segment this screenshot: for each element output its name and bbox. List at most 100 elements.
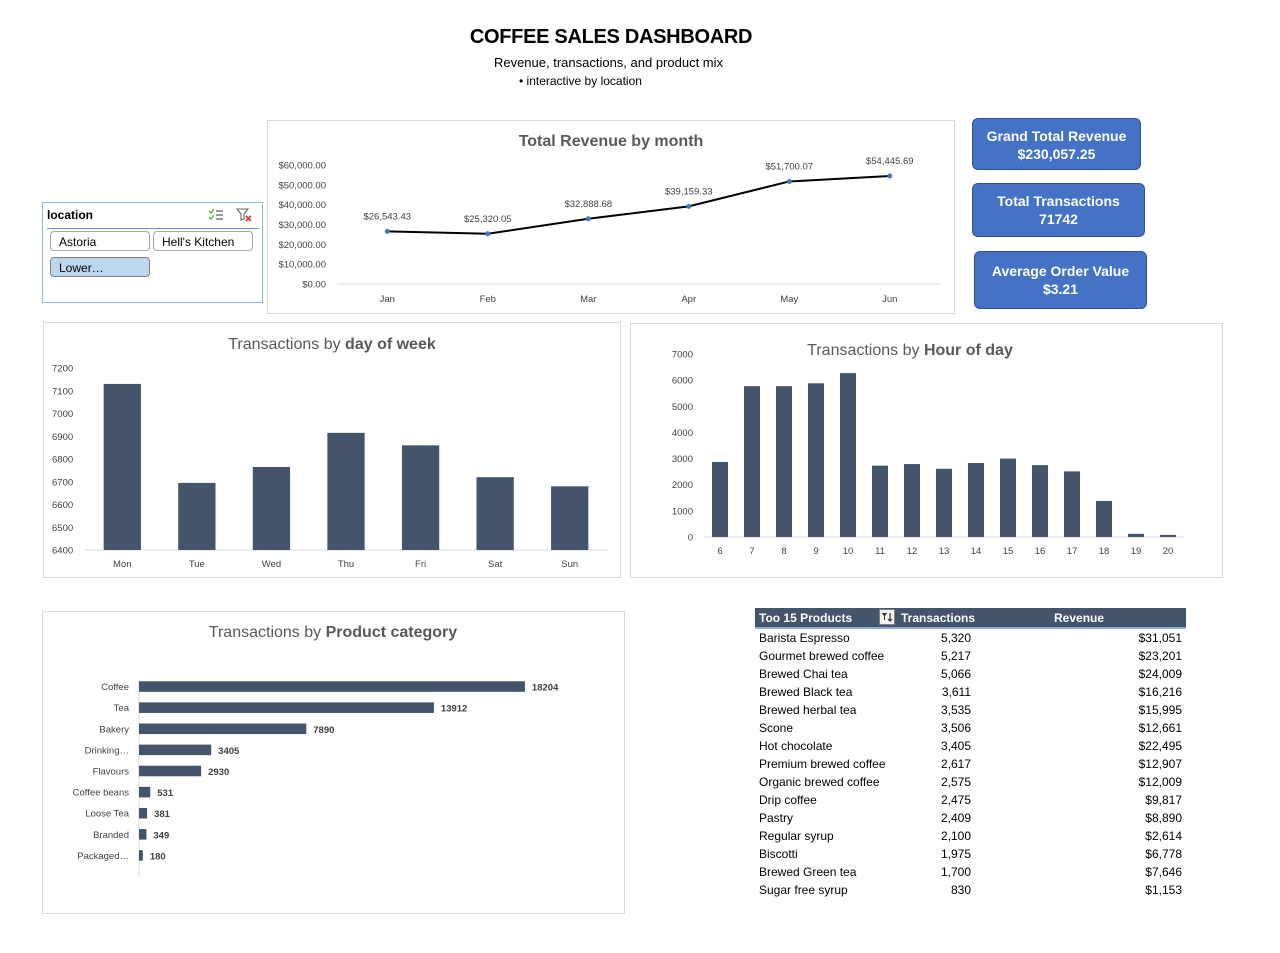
bar [139, 850, 143, 861]
cell-transactions: 2,100 [940, 829, 971, 843]
x-tick-label: 18 [1099, 546, 1110, 557]
x-tick-label: Thu [338, 559, 354, 570]
x-tick-label: 10 [843, 546, 854, 557]
y-tick-label: $0.00 [302, 280, 326, 291]
cell-product: Regular syrup [759, 829, 834, 843]
table-row: Brewed herbal tea 3,535 $15,995 [755, 701, 1186, 719]
cell-transactions: 3,405 [940, 739, 971, 753]
y-tick-label: $40,000.00 [278, 200, 326, 211]
x-tick-label: Mon [113, 559, 131, 570]
cell-transactions: 2,617 [940, 757, 971, 771]
bar [401, 445, 440, 550]
x-tick-label: Wed [262, 559, 281, 570]
cell-product: Hot chocolate [759, 739, 833, 753]
y-tick-label: 6000 [672, 376, 693, 387]
kpi-revenue-value: $230,057.25 [1017, 146, 1096, 162]
bar [808, 383, 824, 537]
bar [904, 464, 920, 537]
x-tick-label: 15 [1003, 546, 1014, 557]
category-label: Drinking… [85, 745, 129, 756]
sort-filter-icon[interactable] [879, 609, 895, 625]
bar [139, 744, 212, 756]
cell-product: Pastry [759, 811, 794, 825]
y-tick-label: 6700 [52, 477, 73, 488]
x-tick-label: 17 [1067, 546, 1078, 557]
x-tick-label: 16 [1035, 546, 1046, 557]
cell-product: Sugar free syrup [759, 883, 848, 897]
bar [476, 477, 514, 550]
bar [103, 383, 141, 550]
data-label: $25,320.05 [464, 214, 512, 225]
bar [1000, 458, 1016, 537]
cell-transactions: 5,066 [940, 667, 971, 681]
y-tick-label: 7200 [52, 364, 73, 375]
dashboard-subtitle-note: • interactive by location [519, 74, 642, 88]
bar [139, 681, 525, 692]
cell-product: Organic brewed coffee [759, 775, 880, 789]
cell-product: Brewed Black tea [759, 685, 853, 699]
x-tick-label: 11 [875, 546, 885, 557]
transactions-by-hour-chart: Transactions by Hour of day 0 1000 2000 3000… [672, 342, 1184, 557]
y-tick-label: 3000 [672, 454, 693, 465]
data-point [585, 216, 591, 222]
slicer-item-lower-manhattan[interactable]: Lower… [50, 257, 150, 277]
x-tick-label: 7 [749, 546, 754, 557]
cell-transactions: 2,475 [940, 793, 971, 807]
cell-transactions: 5,217 [940, 649, 971, 663]
bar [551, 486, 589, 550]
kpi-transactions-value: 71742 [1039, 211, 1078, 227]
x-tick-label: Mar [580, 294, 596, 305]
cell-transactions: 2,409 [940, 811, 971, 825]
cell-revenue: $23,201 [1138, 649, 1182, 663]
bar [1160, 534, 1176, 537]
cell-revenue: $16,216 [1138, 685, 1182, 699]
x-tick-label: 20 [1163, 546, 1174, 557]
cell-product: Brewed herbal tea [759, 703, 857, 717]
transactions-by-category-panel: Transactions by Product category Coffee 18… [42, 611, 625, 914]
bar [936, 468, 952, 537]
slicer-item-hells-kitchen[interactable]: Hell's Kitchen [153, 231, 253, 251]
data-label: $51,700.07 [765, 161, 813, 172]
dashboard-title: COFFEE SALES DASHBOARD [469, 26, 753, 48]
cell-revenue: $15,995 [1138, 703, 1182, 717]
bar [776, 386, 792, 537]
cell-revenue: $22,495 [1138, 739, 1182, 753]
chart-title: Transactions by day of week [228, 336, 436, 353]
transactions-by-day-panel: Transactions by day of week 6400 6500 6600 6… [43, 322, 621, 578]
bar [712, 461, 728, 537]
cell-revenue: $31,051 [1138, 631, 1182, 645]
cell-transactions: 5,320 [940, 631, 971, 645]
data-label: 381 [154, 809, 171, 820]
bar [252, 466, 291, 550]
kpi-transactions-label: Total Transactions [997, 193, 1120, 209]
data-label: 180 [150, 851, 166, 862]
cell-revenue: $8,890 [1145, 811, 1182, 825]
bar [840, 373, 856, 537]
cell-revenue: $2,614 [1145, 829, 1182, 843]
y-tick-label: 6800 [52, 455, 73, 466]
x-tick-label: 14 [971, 546, 982, 557]
bar [139, 702, 434, 713]
data-label: 7890 [313, 725, 334, 736]
x-tick-label: 9 [813, 546, 818, 557]
clear-filter-icon[interactable] [236, 208, 252, 222]
cell-transactions: 2,575 [940, 775, 971, 789]
y-tick-label: $50,000.00 [278, 180, 326, 191]
data-label: $39,159.33 [665, 186, 713, 197]
cell-product: Drip coffee [759, 793, 817, 807]
data-label: $32,888.68 [564, 199, 612, 210]
multi-select-icon[interactable] [208, 208, 224, 222]
y-tick-label: 6400 [52, 546, 73, 557]
table-row: Brewed Chai tea 5,066 $24,009 [755, 665, 1186, 683]
y-tick-label: 6900 [52, 432, 73, 443]
slicer-item-astoria[interactable]: Astoria [50, 231, 150, 251]
bar [1032, 465, 1048, 537]
category-label: Loose Tea [85, 809, 129, 820]
cell-revenue: $9,817 [1145, 793, 1182, 807]
cell-product: Brewed Green tea [759, 865, 857, 879]
x-tick-label: 12 [907, 546, 918, 557]
x-tick-label: 6 [717, 546, 722, 557]
kpi-aov-value: $3.21 [1042, 281, 1079, 297]
kpi-revenue-label: Grand Total Revenue [986, 128, 1127, 144]
y-tick-label: 1000 [672, 506, 693, 517]
